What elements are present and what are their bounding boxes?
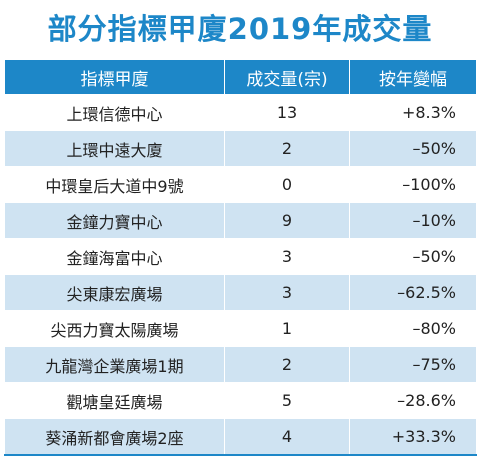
- table-row: 尖西力寶太陽廣場 1 –80%: [4, 310, 477, 347]
- table-row: 金鐘力寶中心 9 –10%: [4, 202, 477, 239]
- building-cell: 葵涌新都會廣場2座: [4, 418, 225, 456]
- table-header-row: 指標甲廈 成交量(宗) 按年變幅: [4, 59, 477, 95]
- building-cell: 上環中遠大廈: [4, 130, 225, 167]
- table-row: 中環皇后大道中9號 0 –100%: [4, 166, 477, 203]
- table-row: 九龍灣企業廣場1期 2 –75%: [4, 346, 477, 383]
- header-yoy-change: 按年變幅: [349, 59, 477, 95]
- volume-cell: 2: [224, 130, 350, 167]
- building-cell: 尖西力寶太陽廣場: [4, 310, 225, 347]
- change-cell: +33.3%: [349, 418, 477, 456]
- volume-cell: 3: [224, 274, 350, 311]
- building-cell: 金鐘力寶中心: [4, 202, 225, 239]
- volume-cell: 2: [224, 346, 350, 383]
- volume-cell: 9: [224, 202, 350, 239]
- change-cell: –75%: [349, 346, 477, 383]
- volume-cell: 1: [224, 310, 350, 347]
- table-row: 觀塘皇廷廣場 5 –28.6%: [4, 382, 477, 419]
- change-cell: –50%: [349, 238, 477, 275]
- volume-cell: 3: [224, 238, 350, 275]
- volume-cell: 13: [224, 94, 350, 131]
- change-cell: –28.6%: [349, 382, 477, 419]
- building-cell: 上環信德中心: [4, 94, 225, 131]
- header-building: 指標甲廈: [4, 59, 225, 95]
- table-row: 上環中遠大廈 2 –50%: [4, 130, 477, 167]
- building-cell: 中環皇后大道中9號: [4, 166, 225, 203]
- building-cell: 金鐘海富中心: [4, 238, 225, 275]
- change-cell: –62.5%: [349, 274, 477, 311]
- change-cell: –80%: [349, 310, 477, 347]
- building-cell: 觀塘皇廷廣場: [4, 382, 225, 419]
- change-cell: –50%: [349, 130, 477, 167]
- change-cell: –100%: [349, 166, 477, 203]
- building-cell: 尖東康宏廣場: [4, 274, 225, 311]
- table-row: 上環信德中心 13 +8.3%: [4, 94, 477, 131]
- transactions-table: 指標甲廈 成交量(宗) 按年變幅 上環信德中心 13 +8.3% 上環中遠大廈 …: [4, 59, 477, 456]
- volume-cell: 0: [224, 166, 350, 203]
- table-title: 部分指標甲廈2019年成交量: [47, 12, 433, 46]
- building-cell: 九龍灣企業廣場1期: [4, 346, 225, 383]
- table-row: 金鐘海富中心 3 –50%: [4, 238, 477, 275]
- table-row: 葵涌新都會廣場2座 4 +33.3%: [4, 418, 477, 456]
- change-cell: +8.3%: [349, 94, 477, 131]
- volume-cell: 5: [224, 382, 350, 419]
- change-cell: –10%: [349, 202, 477, 239]
- table-row: 尖東康宏廣場 3 –62.5%: [4, 274, 477, 311]
- header-volume: 成交量(宗): [224, 59, 350, 95]
- volume-cell: 4: [224, 418, 350, 456]
